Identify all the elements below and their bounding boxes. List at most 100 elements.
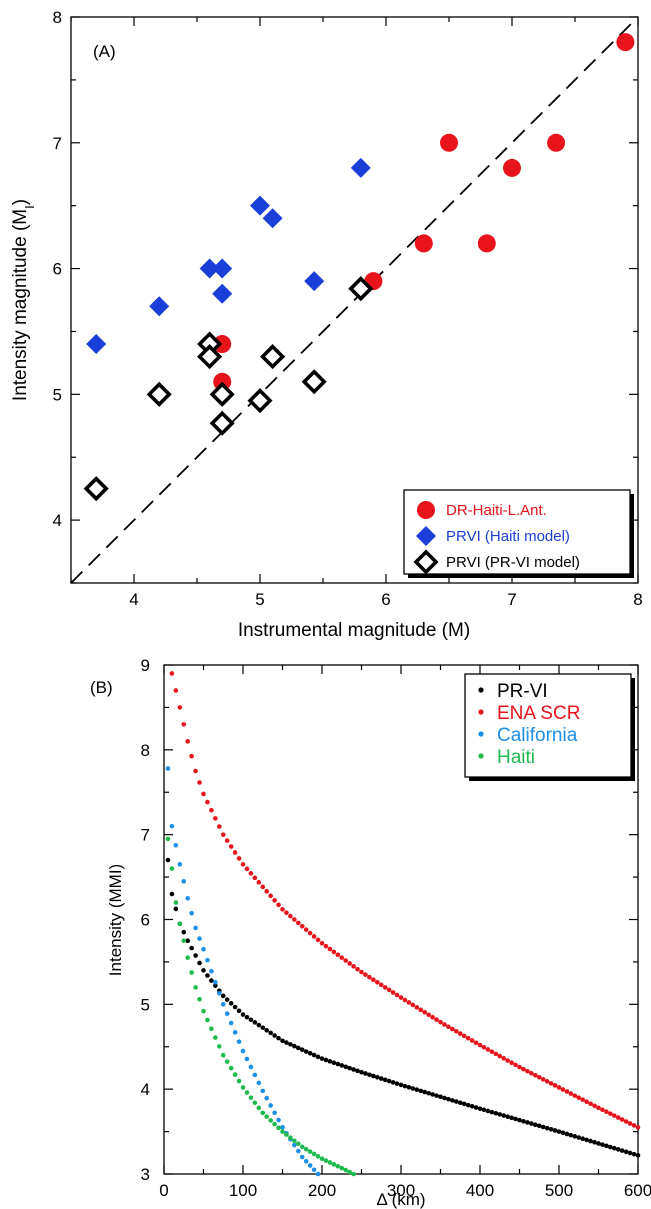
panel-b-point-series-1 <box>197 780 202 785</box>
panel-b-point-series-2 <box>209 968 214 974</box>
panel-a-ticks: 4 5 6 7 8 4 5 6 7 8 <box>53 8 643 609</box>
panel-b-point-series-0 <box>382 1077 388 1083</box>
panel-b-point-series-2 <box>280 1125 285 1130</box>
panel-b-point-series-2 <box>292 1142 297 1148</box>
panel-b-point-series-0 <box>564 1131 570 1137</box>
panel-b-point-series-1 <box>228 844 234 849</box>
panel-b-point-series-1 <box>469 1038 475 1043</box>
panel-a-point-series-0 <box>616 33 635 52</box>
panel-b-point-series-3 <box>292 1138 297 1144</box>
panel-b-y-tick-label: 5 <box>141 995 150 1014</box>
panel-a-x-axis-title: Instrumental magnitude (M) <box>238 620 470 641</box>
panel-b-point-series-3 <box>173 900 179 905</box>
panel-b-point-series-1 <box>552 1083 558 1088</box>
panel-b-point-series-0 <box>228 1001 234 1006</box>
panel-b-point-series-3 <box>276 1125 281 1131</box>
panel-b-legend-marker-2 <box>478 731 484 737</box>
panel-b-point-series-3 <box>248 1095 254 1100</box>
panel-b-point-series-1 <box>327 946 333 952</box>
panel-b-point-series-1 <box>284 910 289 916</box>
panel-b-point-series-0 <box>220 993 226 999</box>
panel-a-legend: DR-Haiti-L.Ant. PRVI (Haiti model) PRVI (P… <box>403 489 634 578</box>
panel-b-point-series-0 <box>434 1093 439 1098</box>
panel-b-point-series-1 <box>378 982 384 988</box>
panel-b-point-series-1 <box>347 961 352 966</box>
panel-b-ticks: 0 100 200 300 400 500 600 3 4 5 6 7 8 9 <box>141 656 651 1200</box>
panel-b-point-series-3 <box>197 996 202 1002</box>
panel-b-point-series-0 <box>201 968 206 973</box>
panel-a-legend-label-1: PRVI (Haiti model) <box>446 528 570 545</box>
panel-b-point-series-3 <box>193 985 198 990</box>
panel-b-point-series-1 <box>446 1024 451 1030</box>
panel-b-point-series-2 <box>213 979 218 985</box>
panel-b-point-series-1 <box>398 995 404 1000</box>
panel-b-point-series-0 <box>339 1063 345 1068</box>
panel-b-point-series-1 <box>355 966 360 972</box>
panel-a-point-series-2 <box>209 410 235 436</box>
panel-a-point-series-1 <box>262 208 283 229</box>
panel-a-point-series-1 <box>304 271 325 292</box>
panel-b-point-series-0 <box>327 1059 333 1064</box>
panel-b-point-series-2 <box>232 1030 238 1035</box>
panel-b-point-series-0 <box>454 1099 459 1104</box>
panel-a-point-series-2 <box>247 388 273 414</box>
panel-b-point-series-3 <box>201 1008 206 1014</box>
panel-b-series-1 <box>169 671 641 1130</box>
panel-b-point-series-3 <box>315 1154 321 1159</box>
panel-b-point-series-2 <box>252 1072 258 1078</box>
panel-b-point-series-1 <box>426 1012 431 1018</box>
panel-b-y-tick-label: 4 <box>141 1080 150 1099</box>
panel-b-legend-marker-0 <box>478 687 484 693</box>
panel-b-point-series-0 <box>193 953 198 958</box>
panel-b-point-series-0 <box>165 857 171 863</box>
panel-b-point-series-0 <box>489 1109 495 1115</box>
panel-b-point-series-2 <box>240 1048 246 1054</box>
panel-b-point-series-0 <box>501 1113 507 1118</box>
panel-b-point-series-0 <box>635 1153 641 1158</box>
panel-b-point-series-0 <box>315 1054 321 1060</box>
panel-b-point-series-0 <box>533 1122 538 1128</box>
panel-b-point-series-0 <box>213 983 218 988</box>
panel-b-point-series-1 <box>209 807 214 813</box>
panel-b-point-series-0 <box>390 1080 396 1085</box>
panel-a-y-tick-label: 7 <box>53 134 62 153</box>
panel-b-point-series-2 <box>272 1110 277 1116</box>
panel-b-point-series-0 <box>461 1101 467 1107</box>
panel-a-y-tick-label: 4 <box>53 511 62 530</box>
panel-b-point-series-3 <box>319 1156 325 1162</box>
panel-b-point-series-0 <box>438 1094 443 1100</box>
panel-b-point-series-1 <box>220 832 226 837</box>
panel-b-point-series-3 <box>205 1017 210 1023</box>
panel-b-point-series-3 <box>303 1146 309 1152</box>
panel-b-y-axis-title: Intensity (MMI) <box>106 864 125 976</box>
panel-b-point-series-3 <box>165 836 171 842</box>
panel-b-point-series-2 <box>173 842 179 848</box>
panel-b-point-series-0 <box>548 1126 554 1132</box>
panel-b-point-series-0 <box>493 1110 499 1116</box>
panel-a-point-series-2 <box>146 381 172 407</box>
panel-b-point-series-3 <box>299 1144 305 1150</box>
panel-b-point-series-1 <box>351 964 356 969</box>
panel-b-point-series-1 <box>236 856 242 861</box>
panel-b-point-series-1 <box>457 1031 463 1036</box>
panel-b-point-series-2 <box>307 1163 313 1168</box>
panel-b-point-series-0 <box>604 1143 609 1149</box>
panel-b-point-series-2 <box>236 1039 242 1044</box>
panel-b-point-series-0 <box>592 1139 597 1145</box>
panel-b-point-series-0 <box>450 1098 455 1103</box>
panel-b-point-series-1 <box>375 979 380 985</box>
panel-b-point-series-1 <box>252 875 258 881</box>
panel-b-point-series-2 <box>244 1056 250 1062</box>
panel-b-point-series-0 <box>299 1047 305 1053</box>
panel-b-point-series-3 <box>288 1135 293 1140</box>
panel-b-point-series-0 <box>465 1102 471 1108</box>
panel-b-point-series-3 <box>296 1141 301 1147</box>
panel-b-point-series-1 <box>560 1087 566 1092</box>
panel-b-point-series-3 <box>284 1132 289 1137</box>
panel-b-point-series-1 <box>217 824 222 829</box>
panel-b-point-series-2 <box>205 957 210 963</box>
panel-b-point-series-1 <box>315 937 321 943</box>
panel-b-point-series-2 <box>256 1080 262 1086</box>
panel-b-point-series-1 <box>615 1115 621 1120</box>
panel-a-point-series-1 <box>212 258 233 279</box>
